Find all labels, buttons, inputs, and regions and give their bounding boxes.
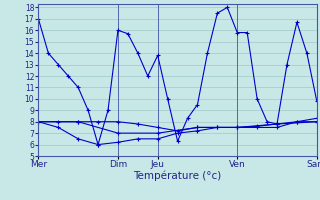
X-axis label: Température (°c): Température (°c): [133, 171, 222, 181]
